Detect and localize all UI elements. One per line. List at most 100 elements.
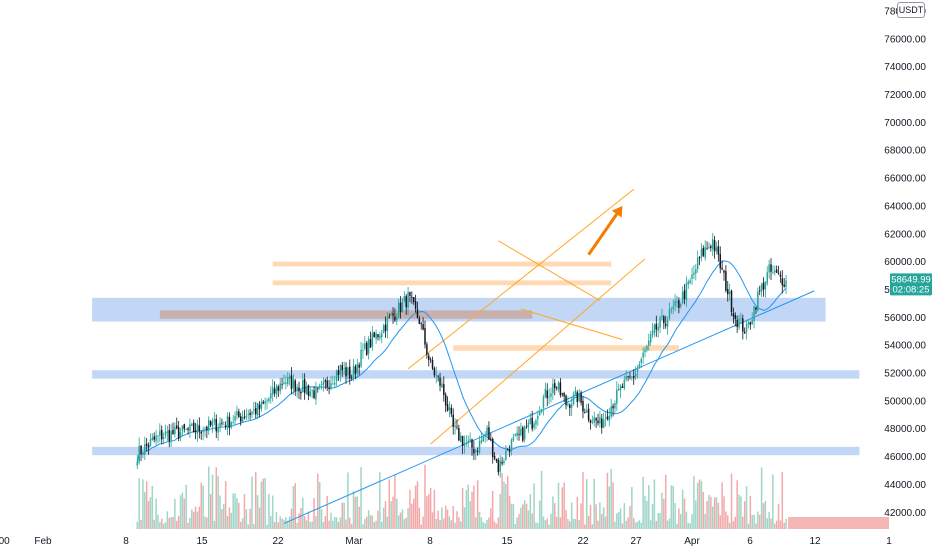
- volume-bar: [194, 506, 197, 529]
- candle-body: [407, 291, 409, 308]
- candle-body: [191, 424, 193, 426]
- candle-body: [634, 373, 637, 377]
- candle-body: [578, 393, 580, 401]
- candle-body: [734, 315, 737, 319]
- volume-bar: [138, 478, 140, 529]
- candle: [324, 378, 327, 390]
- candle: [407, 287, 409, 315]
- volume-bar: [548, 524, 550, 529]
- candle: [458, 424, 460, 442]
- volume-bar: [399, 512, 402, 529]
- volume-bar: [649, 520, 652, 529]
- candle: [418, 315, 421, 325]
- candle: [305, 381, 308, 395]
- volume-bar: [495, 523, 498, 529]
- candle-body: [204, 428, 206, 430]
- candle-body: [548, 396, 550, 398]
- candle-body: [693, 272, 695, 275]
- volume-bar: [691, 514, 693, 529]
- volume-bar: [747, 523, 750, 529]
- candle-body: [386, 317, 389, 331]
- volume-bar: [698, 479, 701, 529]
- candle: [211, 417, 214, 433]
- volume-bar: [380, 521, 383, 529]
- candle-body: [670, 309, 673, 311]
- candle: [717, 240, 720, 262]
- volume-bar: [693, 476, 695, 529]
- volume-bar: [290, 508, 293, 529]
- candle: [711, 232, 714, 257]
- candle: [584, 408, 586, 414]
- candle-body: [757, 291, 759, 311]
- candle-body: [570, 404, 573, 408]
- candle: [755, 307, 757, 315]
- volume-bar: [664, 474, 667, 529]
- candle-body: [373, 332, 375, 338]
- candle-body: [529, 417, 532, 424]
- candle-body: [450, 407, 453, 415]
- candle-body: [503, 460, 505, 464]
- candle-body: [185, 429, 187, 430]
- candle-body: [766, 272, 769, 284]
- volume-bar: [702, 492, 705, 529]
- candle-body: [727, 288, 729, 295]
- candle: [723, 269, 725, 281]
- candle-body: [181, 425, 184, 431]
- candle: [412, 296, 415, 305]
- volume-bar: [550, 513, 552, 529]
- candle-body: [565, 395, 567, 406]
- volume-bar: [540, 470, 543, 529]
- candle-body: [559, 382, 562, 396]
- volume-bar: [623, 503, 626, 529]
- candle: [582, 396, 584, 419]
- volume-bar: [307, 511, 310, 529]
- candle: [619, 384, 622, 399]
- y-tick-label: 74000.00: [884, 62, 926, 73]
- volume-bar: [514, 524, 517, 529]
- currency-badge[interactable]: USDT: [897, 2, 925, 18]
- candle-body: [730, 290, 733, 312]
- x-tick-label: Feb: [34, 536, 52, 547]
- candle-body: [219, 422, 221, 429]
- candle-body: [326, 380, 328, 387]
- volume-bar: [213, 520, 216, 529]
- candle-body: [341, 365, 344, 371]
- volume-bar: [736, 480, 738, 529]
- volume-bar: [360, 467, 362, 529]
- candle-body: [486, 427, 488, 436]
- volume-bar: [223, 503, 225, 529]
- candle-body: [179, 432, 182, 438]
- candle-body: [537, 415, 539, 420]
- candle: [428, 352, 430, 367]
- volume-bar: [292, 485, 295, 529]
- candle: [621, 383, 624, 388]
- candle-body: [296, 386, 298, 391]
- volume-bar: [258, 507, 261, 529]
- volume-bar: [326, 495, 328, 529]
- y-tick-label: 62000.00: [884, 229, 926, 240]
- volume-bar: [187, 522, 189, 529]
- candle: [241, 410, 244, 423]
- volume-bar: [730, 473, 733, 529]
- candle-body: [403, 296, 406, 301]
- candle: [501, 456, 503, 466]
- candle: [783, 277, 785, 288]
- volume-bar: [172, 516, 174, 529]
- volume-bar: [245, 509, 248, 529]
- candle-body: [166, 431, 169, 433]
- volume-bar: [661, 492, 663, 529]
- volume-bar: [364, 519, 366, 529]
- candle: [204, 426, 206, 437]
- candle: [311, 389, 313, 399]
- volume-bar: [255, 471, 257, 529]
- candle: [634, 366, 637, 380]
- candle-body: [617, 388, 620, 391]
- volume-bar: [302, 497, 304, 529]
- candle-body: [768, 264, 770, 273]
- candle: [781, 270, 784, 294]
- candle: [475, 448, 477, 461]
- volume-bar: [390, 501, 392, 529]
- volume-bar: [191, 509, 193, 529]
